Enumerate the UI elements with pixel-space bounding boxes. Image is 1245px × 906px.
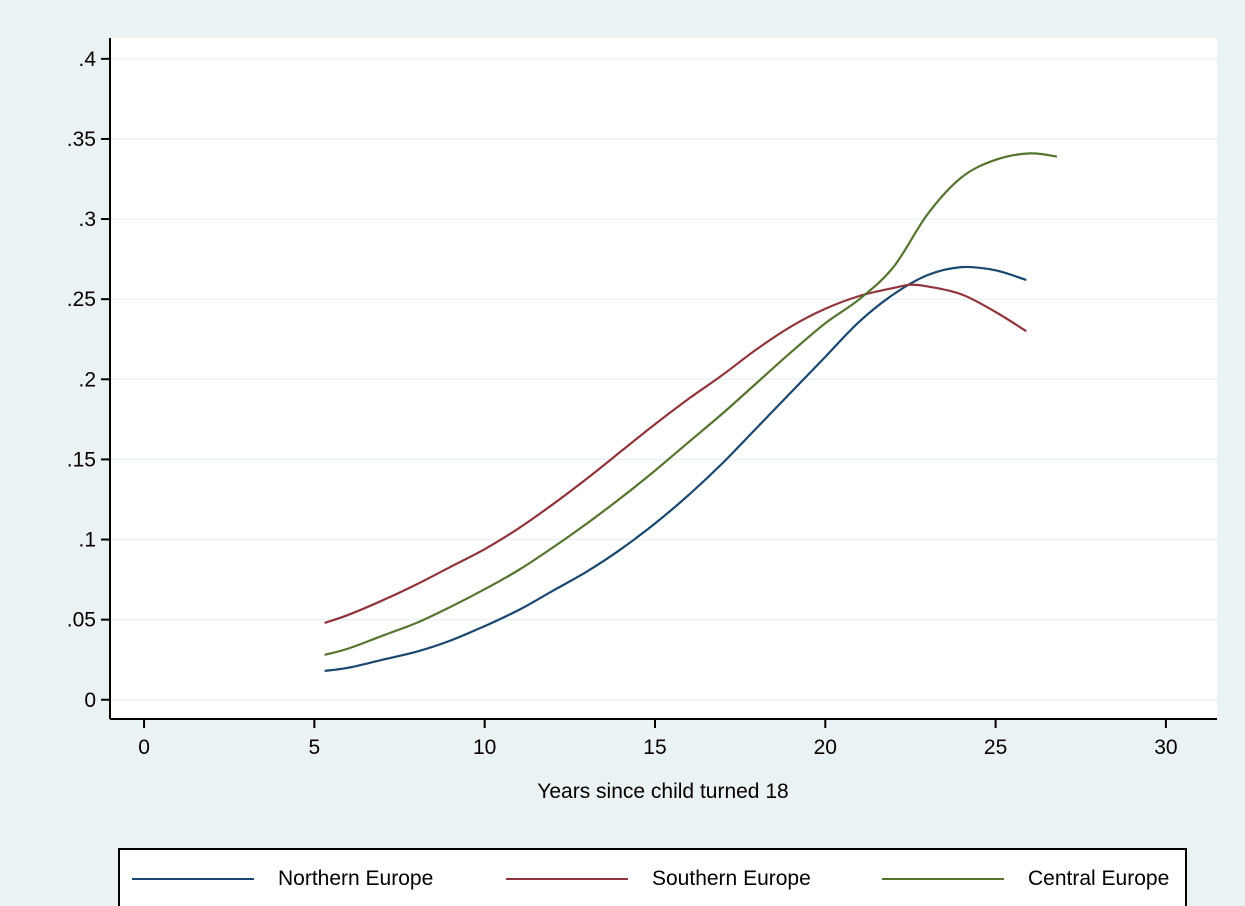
series-line-southern-europe [324, 283, 1027, 624]
y-tick-label: .4 [78, 48, 96, 71]
line-chart: 0 .05 .1 .15 .2 .25 .3 .35 .4 0 5 10 15 20 25 30 Years … [67, 38, 1217, 803]
gridlines [110, 58, 1217, 701]
series-line-northern-europe [324, 265, 1027, 672]
x-tick-label: 0 [138, 736, 150, 759]
x-tick-label: 20 [814, 736, 837, 759]
x-tick-label: 10 [473, 736, 496, 759]
axes: 0 .05 .1 .15 .2 .25 .3 .35 .4 0 5 10 15 20 25 30 [67, 38, 1217, 759]
y-tick-label: 0 [84, 689, 96, 712]
legend-swatch [506, 878, 628, 880]
y-tick-label: .35 [67, 128, 96, 151]
legend: Northern Europe Southern Europe Central … [118, 848, 1187, 906]
legend-item-northern-europe: Northern Europe [132, 867, 433, 891]
x-tick-label: 25 [984, 736, 1007, 759]
y-tick-label: .2 [78, 368, 96, 391]
x-tick-label: 15 [643, 736, 666, 759]
legend-label: Central Europe [1028, 867, 1170, 890]
series-line-central-europe [324, 152, 1058, 656]
y-tick-label: .05 [67, 609, 96, 632]
x-tick-label: 5 [309, 736, 321, 759]
x-tick-label: 30 [1154, 736, 1177, 759]
legend-item-central-europe: Central Europe [882, 867, 1169, 891]
legend-swatch [882, 878, 1004, 880]
legend-item-southern-europe: Southern Europe [506, 867, 811, 891]
y-tick-label: .3 [78, 208, 96, 231]
y-tick-label: .25 [67, 288, 96, 311]
series-lines [324, 152, 1058, 672]
plot-area [110, 38, 1217, 719]
legend-label: Northern Europe [278, 867, 434, 890]
legend-label: Southern Europe [652, 867, 811, 890]
y-tick-label: .15 [67, 448, 96, 471]
y-tick-label: .1 [78, 529, 96, 552]
legend-swatch [132, 878, 254, 880]
x-axis-title: Years since child turned 18 [537, 780, 788, 803]
